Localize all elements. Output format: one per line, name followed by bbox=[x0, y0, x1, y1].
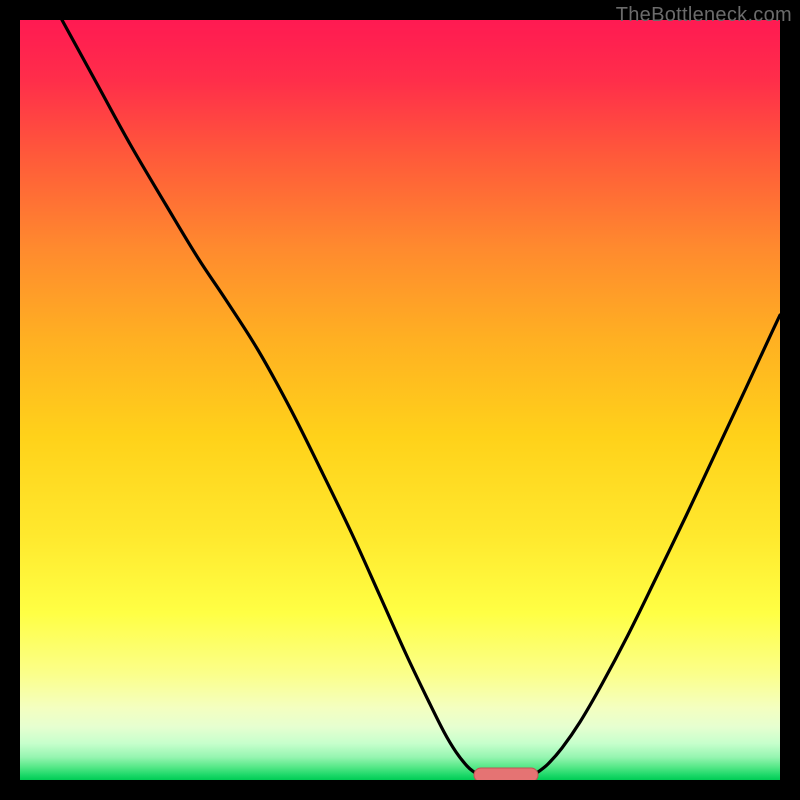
bottleneck-chart bbox=[0, 0, 800, 800]
optimal-marker bbox=[474, 768, 538, 782]
chart-root: TheBottleneck.com bbox=[0, 0, 800, 800]
watermark-text: TheBottleneck.com bbox=[616, 4, 792, 27]
chart-background bbox=[20, 20, 780, 780]
